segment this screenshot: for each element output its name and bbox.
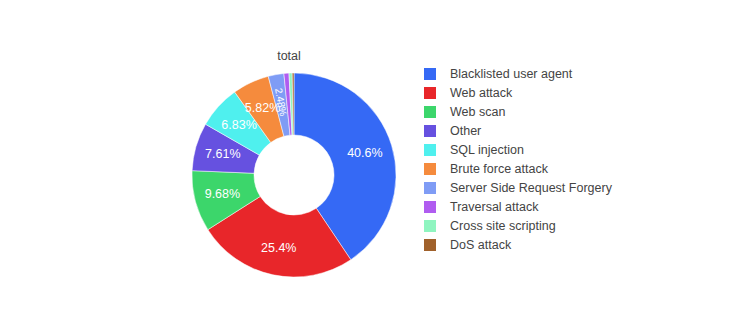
html-text:Server Side Request Forgery: Server Side Request Forgery xyxy=(450,180,612,195)
html-text:total: total xyxy=(277,49,301,63)
html-text:Blacklisted user agent: Blacklisted user agent xyxy=(450,66,573,81)
svg-text:40.6%: 40.6% xyxy=(347,146,382,160)
html-text:Cross site scripting: Cross site scripting xyxy=(450,218,556,233)
html-text:Brute force attack: Brute force attack xyxy=(450,161,548,176)
svg-text:2.48%: 2.48% xyxy=(273,87,289,117)
html-text:SQL injection: SQL injection xyxy=(450,142,524,157)
html-text:Traversal attack: Traversal attack xyxy=(450,199,539,214)
svg-text:7.61%: 7.61% xyxy=(205,147,240,161)
html-text:Web scan: Web scan xyxy=(450,104,506,119)
svg-text:5.82%: 5.82% xyxy=(245,101,280,115)
html-text:Other: Other xyxy=(450,123,482,138)
html-text:Web attack: Web attack xyxy=(450,85,513,100)
svg-text:9.68%: 9.68% xyxy=(205,187,240,201)
html-text:DoS attack: DoS attack xyxy=(450,237,512,252)
svg-text:25.4%: 25.4% xyxy=(261,241,296,255)
svg-text:6.83%: 6.83% xyxy=(221,118,256,132)
